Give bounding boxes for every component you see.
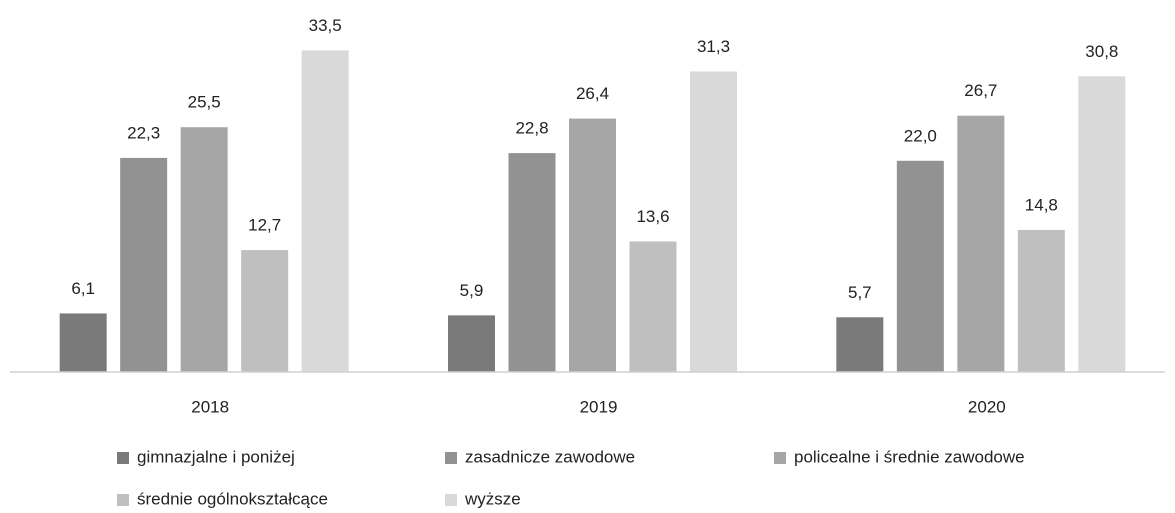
data-label: 22,0	[904, 126, 937, 145]
data-label: 13,6	[636, 207, 669, 226]
bar	[508, 153, 556, 372]
bar	[1078, 76, 1126, 372]
data-label: 31,3	[697, 37, 730, 56]
data-label: 22,3	[127, 123, 160, 142]
data-label: 12,7	[248, 216, 281, 235]
bar	[896, 160, 944, 372]
legend-label: policealne i średnie zawodowe	[794, 447, 1025, 466]
bar	[1017, 229, 1065, 372]
data-label: 6,1	[71, 279, 95, 298]
legend-swatch	[774, 452, 786, 464]
legend-swatch	[117, 452, 129, 464]
bar	[180, 127, 228, 372]
bar	[957, 115, 1005, 373]
data-label: 14,8	[1025, 195, 1058, 214]
x-tick-label: 2019	[580, 397, 618, 416]
bar	[836, 317, 884, 372]
legend-swatch	[445, 452, 457, 464]
bar	[241, 250, 289, 372]
data-label: 25,5	[188, 93, 221, 112]
data-label: 22,8	[515, 119, 548, 138]
legend-label: gimnazjalne i poniżej	[137, 447, 295, 466]
bar	[569, 118, 616, 372]
legend-swatch	[117, 494, 129, 506]
data-label: 26,4	[576, 84, 609, 103]
bar	[629, 241, 677, 372]
legend-label: średnie ogólnokształcące	[137, 489, 328, 508]
legend-label: zasadnicze zawodowe	[465, 447, 635, 466]
data-label: 5,9	[460, 281, 484, 300]
data-label: 5,7	[848, 283, 872, 302]
legend-label: wyższe	[464, 489, 521, 508]
legend-swatch	[445, 494, 457, 506]
bar	[59, 313, 107, 372]
bar	[690, 71, 737, 373]
bar	[120, 157, 168, 372]
bar	[301, 50, 349, 373]
bar	[448, 315, 495, 372]
data-label: 26,7	[964, 81, 997, 100]
x-tick-label: 2018	[191, 397, 229, 416]
data-label: 33,5	[309, 16, 342, 35]
data-label: 30,8	[1085, 42, 1118, 61]
x-tick-label: 2020	[968, 397, 1006, 416]
